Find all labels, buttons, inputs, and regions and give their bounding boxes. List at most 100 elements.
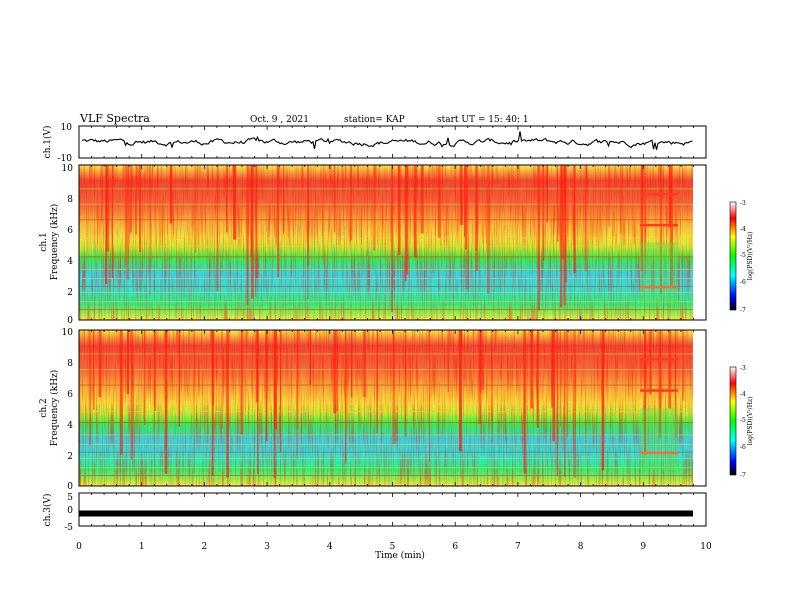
spectral-streak <box>111 165 114 278</box>
spectral-streak <box>404 165 407 281</box>
ch1-ytick-2: 2 <box>67 288 73 298</box>
spectral-streak <box>309 330 312 385</box>
ch1-ytick-6: 6 <box>67 226 73 236</box>
ch2-colorbar <box>729 366 737 476</box>
spectral-band-line <box>79 278 693 279</box>
ch3-ytick-bottom: -5 <box>64 523 73 533</box>
spectral-streak <box>178 330 180 427</box>
spectral-streak <box>478 330 482 425</box>
ch1-waveform-trace <box>81 131 693 150</box>
spectral-streak <box>153 330 156 407</box>
spectral-streak <box>392 330 396 444</box>
spectral-streak <box>211 330 214 476</box>
ch1-colorbar-label: log(PSD)(V²/Hz) <box>747 232 754 281</box>
ch1-waveform-ylabel: ch.1(V) <box>42 126 53 159</box>
spectral-streak <box>573 330 576 478</box>
x-tick-label: 3 <box>264 542 270 552</box>
ch1-spectrogram-yticks: 0 2 4 6 8 10 <box>62 164 74 326</box>
spectral-streak <box>552 330 556 442</box>
spectral-streak <box>584 165 588 272</box>
spectral-streak <box>221 330 223 429</box>
ch2-ytick-8: 8 <box>67 359 73 369</box>
spectral-streak <box>640 165 643 272</box>
spectral-streak <box>460 165 463 225</box>
spectral-streak <box>226 165 228 233</box>
spectral-streak <box>601 330 605 471</box>
spectral-streak <box>333 330 337 414</box>
spectral-streak <box>564 330 566 477</box>
spectral-band-line <box>79 443 693 445</box>
spectral-streak <box>659 165 662 294</box>
spectral-streak <box>323 165 325 264</box>
spectral-streak <box>551 330 554 408</box>
spectral-band-line <box>79 188 693 190</box>
spectral-streak <box>668 165 671 228</box>
spectral-streak <box>487 165 490 294</box>
spectral-streak <box>105 165 108 284</box>
spectral-band-line <box>79 403 693 405</box>
spectral-streak <box>144 330 146 425</box>
spectral-streak <box>193 330 195 473</box>
spectral-streak <box>93 330 95 410</box>
spectral-streak <box>246 165 249 305</box>
spectral-streak <box>135 165 137 235</box>
spectral-band-line <box>79 268 693 270</box>
spectral-streak <box>257 330 259 474</box>
spectral-streak <box>537 165 540 311</box>
spectral-segment-band <box>640 192 678 196</box>
spectral-segment-9min <box>640 408 678 471</box>
spectral-streak <box>283 165 285 234</box>
spectral-streak <box>406 165 409 275</box>
spectral-streak <box>130 330 133 460</box>
x-tick-label: 10 <box>700 542 712 552</box>
ch3-waveform-panel: 5 0 -5 ch.3(V) <box>42 492 707 533</box>
spectral-segment-band <box>640 223 678 227</box>
ch3-ytick-top: 5 <box>67 493 73 503</box>
spectral-streak <box>169 165 173 224</box>
x-tick-label: 2 <box>202 542 208 552</box>
spectral-band-line <box>79 309 693 310</box>
spectral-streak <box>429 330 431 462</box>
spectral-streak <box>98 330 102 398</box>
spectral-band-line <box>79 203 693 205</box>
ch1-ytick-10: 10 <box>62 164 74 174</box>
spectral-streak <box>363 330 366 397</box>
ch2-cb-tick-m5: -5 <box>740 417 746 424</box>
spectral-streak <box>546 165 548 223</box>
chart-title: VLF Spectra <box>79 112 150 125</box>
spectral-streak <box>265 330 268 441</box>
spectral-streak <box>376 330 378 433</box>
spectral-streak <box>125 165 127 265</box>
spectral-streak <box>106 165 110 252</box>
spectral-streak <box>132 330 134 472</box>
spectral-streak <box>682 330 684 401</box>
spectral-band-line <box>79 285 693 287</box>
spectral-streak <box>447 330 450 392</box>
spectral-streak <box>216 165 219 292</box>
spectral-streak <box>119 330 123 455</box>
x-tick-label: 1 <box>139 542 145 552</box>
ch1-ytick-top: 10 <box>61 123 73 133</box>
spectral-streak <box>556 165 559 242</box>
spectral-streak <box>194 165 197 253</box>
ch2-ytick-2: 2 <box>67 452 73 462</box>
spectral-segment-9min <box>640 242 678 305</box>
spectral-streak <box>649 330 652 395</box>
ch2-ytick-0: 0 <box>67 482 73 492</box>
ch1-channel-label: ch.1 <box>39 232 49 251</box>
spectral-band-line <box>79 292 693 293</box>
ch2-spectrogram-blue-speckle <box>79 405 693 460</box>
ch1-ytick-4: 4 <box>67 257 73 267</box>
spectral-band-line <box>79 369 693 370</box>
ch3-waveform-trace <box>79 510 693 517</box>
spectral-streak <box>391 165 393 313</box>
spectral-streak <box>466 165 469 290</box>
spectral-streak <box>397 165 401 256</box>
ch2-channel-label: ch.2 <box>39 398 49 417</box>
spectral-streak <box>561 165 564 260</box>
spectral-streak <box>345 330 347 464</box>
spectral-streak <box>296 330 298 459</box>
spectral-streak <box>566 330 569 438</box>
x-tick-label: 7 <box>515 542 521 552</box>
spectral-streak <box>233 165 237 240</box>
